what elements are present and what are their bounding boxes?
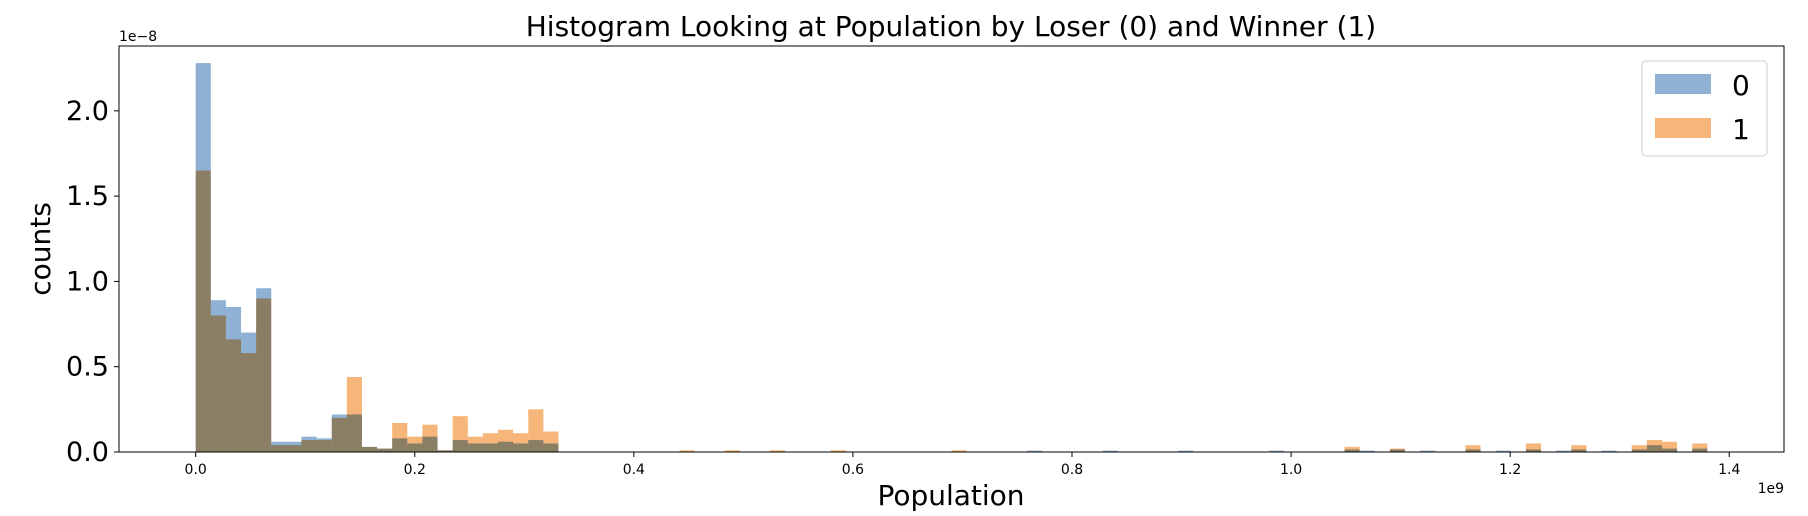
- histogram-bar: [286, 445, 302, 452]
- y-tick-label: 1.5: [66, 181, 109, 212]
- histogram-bar: [256, 298, 272, 452]
- histogram-bar: [1631, 445, 1647, 452]
- x-tick-label: 0.6: [842, 462, 864, 478]
- histogram-bar: [1661, 441, 1678, 452]
- legend-label: 0: [1732, 69, 1750, 102]
- x-tick-label: 0.2: [404, 462, 426, 478]
- series-1-bars: [195, 170, 1708, 452]
- histogram-bar: [195, 170, 211, 452]
- histogram-bar: [1178, 450, 1194, 452]
- histogram-bar: [1027, 450, 1043, 452]
- bars-layer: [195, 63, 1708, 453]
- histogram-bar: [1102, 450, 1118, 452]
- y-tick-label: 0.5: [66, 352, 109, 383]
- y-tick-label: 0.0: [66, 437, 109, 468]
- chart-title: Histogram Looking at Population by Loser…: [526, 10, 1376, 43]
- histogram-bar: [482, 433, 499, 452]
- x-tick-label: 1.2: [1499, 462, 1521, 478]
- histogram-bar: [301, 440, 317, 452]
- x-tick-label: 1.4: [1718, 462, 1740, 478]
- histogram-bar: [241, 353, 257, 452]
- plot-frame: [118, 45, 1785, 453]
- x-tick-label: 0.8: [1061, 462, 1083, 478]
- histogram-bar: [225, 339, 242, 452]
- histogram-bar: [437, 450, 453, 452]
- histogram-bar: [271, 445, 287, 452]
- x-tick-label: 0.0: [185, 462, 207, 478]
- y-axis: 0.0 0.5 1.0 1.5 2.0: [66, 96, 119, 468]
- x-tick-label: 1.0: [1280, 462, 1302, 478]
- histogram-bar: [679, 450, 695, 452]
- x-axis: 0.0 0.2 0.4 0.6 0.8 1.0 1.2 1.4: [185, 452, 1740, 478]
- legend-swatch: [1655, 118, 1711, 138]
- x-axis-label: Population: [877, 479, 1024, 512]
- histogram-bar: [452, 416, 468, 452]
- histogram-bar: [1571, 445, 1587, 452]
- histogram-bar: [377, 448, 393, 452]
- series-0-bars: [195, 63, 1708, 453]
- y-tick-label: 1.0: [66, 266, 109, 297]
- histogram-bar: [210, 315, 226, 452]
- histogram-bar: [1646, 440, 1662, 452]
- histogram-bar: [1344, 446, 1360, 452]
- histogram-bar: [1389, 448, 1405, 452]
- histogram-bar: [1465, 445, 1481, 452]
- y-tick-label: 2.0: [66, 96, 109, 127]
- histogram-bar: [422, 424, 438, 452]
- histogram-bar: [543, 431, 559, 452]
- histogram-bar: [528, 409, 544, 452]
- y-offset-label: 1e−8: [119, 29, 157, 45]
- legend-swatch: [1655, 74, 1711, 94]
- histogram-bar: [724, 450, 740, 452]
- histogram-bar: [498, 429, 514, 452]
- histogram-bar: [951, 450, 967, 452]
- legend: 01: [1641, 60, 1768, 157]
- histogram-bar: [1525, 443, 1542, 452]
- histogram-bar: [407, 436, 423, 452]
- legend-label: 1: [1732, 113, 1750, 146]
- y-axis-label: counts: [24, 202, 57, 296]
- histogram-bar: [1495, 450, 1511, 452]
- histogram-bar: [1268, 450, 1285, 452]
- x-offset-label: 1e9: [1758, 481, 1784, 497]
- histogram-bar: [513, 433, 529, 452]
- histogram-bar: [331, 417, 347, 452]
- histogram-bar: [467, 436, 483, 452]
- histogram-bar: [392, 423, 408, 452]
- histogram-bar: [830, 450, 846, 452]
- histogram-bar: [361, 446, 378, 452]
- histogram-bar: [1420, 450, 1436, 452]
- histogram-bar: [770, 450, 786, 452]
- histogram-bar: [316, 440, 332, 452]
- histogram-bar: [1601, 450, 1617, 452]
- histogram-bar: [1692, 443, 1708, 452]
- histogram-bar: [1359, 450, 1375, 452]
- histogram-bar: [346, 376, 362, 452]
- x-tick-label: 0.4: [623, 462, 645, 478]
- histogram-bar: [1556, 450, 1572, 452]
